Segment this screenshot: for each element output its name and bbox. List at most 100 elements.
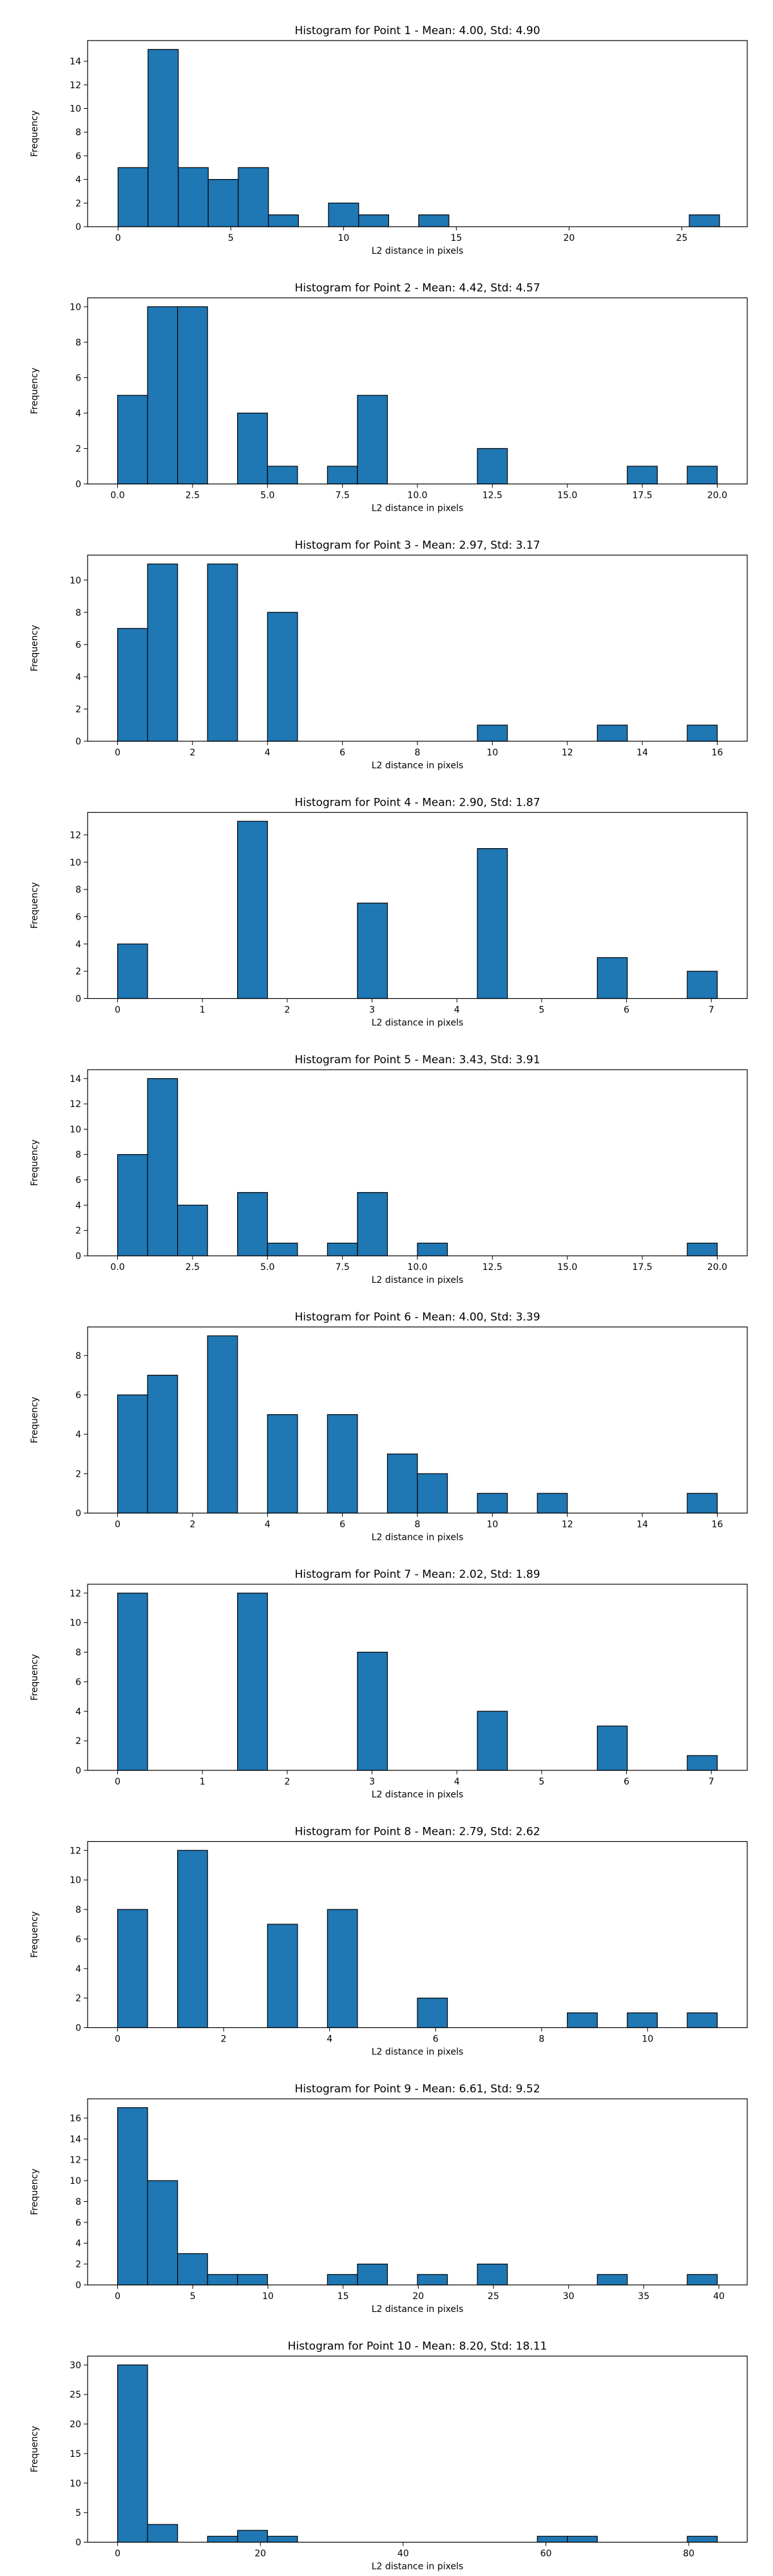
x-tick-label: 3 xyxy=(369,1777,375,1787)
histogram-bar xyxy=(477,1493,508,1514)
x-tick-label: 10.0 xyxy=(407,491,427,501)
histogram-bar xyxy=(327,2274,358,2286)
histogram-bar xyxy=(627,2012,658,2029)
y-tick-label: 14 xyxy=(70,1074,81,1084)
x-tick-label: 6 xyxy=(339,1520,345,1530)
y-axis-label: Frequency xyxy=(30,1139,40,1186)
histogram-bar xyxy=(687,971,718,999)
x-tick-label: 17.5 xyxy=(633,1262,653,1273)
y-axis-label: Frequency xyxy=(30,1654,40,1700)
x-tick-label: 8 xyxy=(415,748,421,758)
histogram-panel-4: Histogram for Point 4 - Mean: 2.90, Std:… xyxy=(30,797,748,1028)
y-tick-label: 0 xyxy=(75,1509,81,1519)
y-tick-label: 8 xyxy=(75,1150,81,1160)
histogram-bar xyxy=(117,943,148,999)
x-tick-label: 5 xyxy=(539,1777,544,1787)
histogram-bar xyxy=(238,167,269,227)
histogram-bar xyxy=(117,2107,148,2286)
histogram-bar xyxy=(237,412,268,485)
y-tick-label: 0 xyxy=(75,2280,81,2291)
histogram-bar xyxy=(687,2012,718,2029)
x-tick-label: 0 xyxy=(115,1777,120,1787)
y-tick-label: 12 xyxy=(70,80,81,91)
histogram-bar xyxy=(267,1242,298,1256)
histogram-bar xyxy=(267,2535,298,2543)
plot-frame xyxy=(87,2098,748,2286)
y-tick-label: 2 xyxy=(75,1736,81,1747)
x-tick-label: 12 xyxy=(562,1520,573,1530)
x-tick-label: 14 xyxy=(636,1520,648,1530)
x-tick-label: 12.5 xyxy=(482,1262,502,1273)
x-tick-label: 20 xyxy=(412,2291,424,2302)
x-axis-label: L2 distance in pixels xyxy=(372,761,464,771)
x-tick-label: 1 xyxy=(200,1777,205,1787)
histogram-bar xyxy=(357,1651,388,1771)
plot-frame xyxy=(87,1841,748,2029)
x-tick-label: 30 xyxy=(563,2291,575,2302)
histogram-bar xyxy=(117,1154,148,1256)
x-axis-label: L2 distance in pixels xyxy=(372,1275,464,1285)
x-tick-label: 6 xyxy=(339,748,345,758)
y-tick-label: 10 xyxy=(70,104,81,115)
histogram-bar xyxy=(237,820,268,999)
histogram-bar xyxy=(117,1909,148,2029)
y-axis-label: Frequency xyxy=(30,882,40,929)
histogram-bar xyxy=(418,214,450,227)
x-tick-label: 16 xyxy=(712,748,723,758)
histogram-bar xyxy=(477,448,508,485)
histogram-bar xyxy=(237,2274,268,2286)
y-tick-label: 14 xyxy=(70,2134,81,2145)
y-tick-label: 0 xyxy=(75,2023,81,2034)
y-tick-label: 2 xyxy=(75,705,81,715)
x-tick-label: 0 xyxy=(115,2291,120,2302)
x-tick-label: 2.5 xyxy=(186,1262,200,1273)
histogram-bar xyxy=(237,2530,268,2543)
x-tick-label: 12 xyxy=(562,748,573,758)
x-tick-label: 10 xyxy=(486,748,498,758)
histogram-bar xyxy=(207,179,239,227)
y-tick-label: 2 xyxy=(75,1994,81,2004)
y-tick-label: 2 xyxy=(75,1469,81,1479)
x-tick-label: 12.5 xyxy=(482,491,502,501)
chart-title: Histogram for Point 5 - Mean: 3.43, Std:… xyxy=(294,1054,540,1066)
y-tick-label: 10 xyxy=(70,576,81,586)
x-tick-label: 20.0 xyxy=(707,491,727,501)
x-tick-label: 7.5 xyxy=(336,1262,350,1273)
y-tick-label: 8 xyxy=(75,2197,81,2207)
chart-title: Histogram for Point 10 - Mean: 8.20, Std… xyxy=(288,2340,548,2353)
y-tick-label: 0 xyxy=(75,2538,81,2548)
y-tick-label: 6 xyxy=(75,1390,81,1401)
y-tick-label: 0 xyxy=(75,222,81,232)
y-tick-label: 8 xyxy=(75,885,81,895)
histogram-bar xyxy=(147,2180,178,2286)
histogram-bar xyxy=(417,2274,448,2286)
x-tick-label: 60 xyxy=(540,2549,552,2559)
y-tick-label: 10 xyxy=(70,2479,81,2489)
x-tick-label: 2 xyxy=(284,1777,290,1787)
histogram-bar xyxy=(237,1192,268,1256)
histogram-bar xyxy=(327,1909,358,2029)
y-tick-label: 8 xyxy=(75,1351,81,1361)
x-tick-label: 15.0 xyxy=(557,1262,577,1273)
x-tick-label: 7 xyxy=(709,1777,714,1787)
x-tick-label: 15.0 xyxy=(557,491,577,501)
y-tick-label: 4 xyxy=(75,175,81,185)
y-tick-label: 4 xyxy=(75,408,81,419)
x-tick-label: 10 xyxy=(338,233,349,243)
histogram-bar xyxy=(207,564,238,742)
histogram-bar xyxy=(537,2535,568,2543)
histogram-bar xyxy=(357,902,388,999)
histogram-bar xyxy=(327,466,358,485)
x-tick-label: 4 xyxy=(265,748,271,758)
x-axis-label: L2 distance in pixels xyxy=(372,2047,464,2058)
histogram-bar xyxy=(207,2535,238,2543)
x-tick-label: 10 xyxy=(642,2034,653,2045)
x-tick-label: 20 xyxy=(564,233,575,243)
x-tick-label: 20 xyxy=(254,2549,266,2559)
histogram-bar xyxy=(147,1078,178,1256)
y-tick-label: 8 xyxy=(75,337,81,348)
y-tick-label: 2 xyxy=(75,1226,81,1236)
plot-frame xyxy=(87,811,748,999)
histogram-panel-9: Histogram for Point 9 - Mean: 6.61, Std:… xyxy=(30,2083,748,2315)
y-tick-label: 6 xyxy=(75,1935,81,1945)
